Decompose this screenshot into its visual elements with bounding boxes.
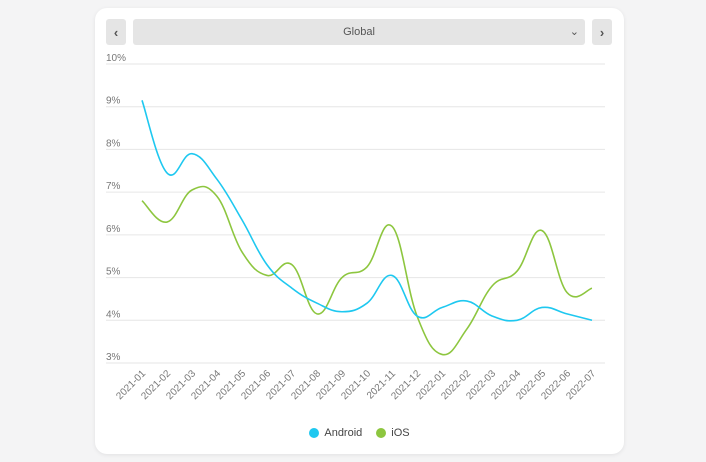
line-chart: 3%4%5%6%7%8%9%10% 2021-012021-022021-032… [106,53,605,402]
y-tick-label: 5% [106,267,121,278]
legend-label-android: Android [324,427,363,439]
chevron-down-icon: ⌄ [569,26,579,38]
chevron-left-icon: ‹ [113,24,119,40]
legend-item-ios[interactable]: iOS [376,427,410,439]
series-line-ios[interactable] [141,185,593,356]
region-select-value: Global [343,26,375,38]
legend-label-ios: iOS [391,427,410,439]
legend-item-android[interactable]: Android [309,427,362,439]
legend-swatch-android [309,428,320,438]
y-tick-label: 10% [106,53,126,64]
y-tick-label: 4% [106,309,121,320]
region-select[interactable]: Global ⌄ [133,19,585,45]
y-tick-label: 7% [106,181,121,192]
next-region-button[interactable]: › [592,19,612,45]
chevron-right-icon: › [599,24,605,40]
y-tick-label: 9% [106,96,121,107]
series-line-android[interactable] [141,100,593,322]
legend-swatch-ios [376,428,387,438]
chart-legend: Android iOS [95,427,624,439]
y-tick-label: 8% [106,138,121,149]
y-tick-label: 3% [106,352,121,363]
chart-card: ‹ Global ⌄ › 3% 4% 5% 6% 7% 8% 9% 10% 2021-01 20… [95,8,624,454]
previous-region-button[interactable]: ‹ [106,19,126,45]
y-tick-label: 6% [106,224,121,235]
